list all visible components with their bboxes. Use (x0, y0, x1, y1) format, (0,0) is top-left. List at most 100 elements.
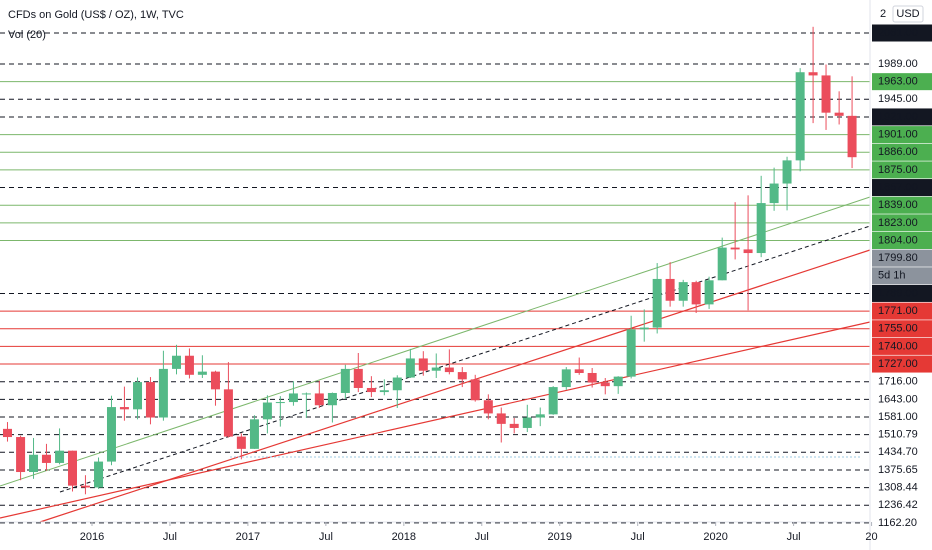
candle-body (158, 368, 168, 418)
candle-body (704, 280, 714, 305)
candle-body (717, 247, 727, 281)
candle-body (106, 407, 116, 462)
trend-lines (0, 196, 871, 523)
price-label: 1857.00 (878, 181, 918, 193)
price-badge (872, 514, 932, 532)
candle-body (587, 372, 597, 383)
price-badge (872, 143, 932, 161)
price-label: 1643.00 (878, 393, 918, 405)
candle-body (94, 461, 104, 488)
candle-body (444, 367, 454, 373)
currency[interactable]: USD (896, 8, 919, 20)
candle-body (743, 249, 753, 254)
price-badge (872, 161, 932, 179)
price-label: 1716.00 (878, 376, 918, 388)
candle-body (314, 393, 324, 406)
x-tick-label: 20 (865, 531, 877, 543)
candle-body (2, 428, 12, 438)
candle-body (119, 407, 129, 410)
price-badge (872, 126, 932, 144)
candle-body (613, 376, 623, 387)
indicator-label: Vol (20) (8, 29, 46, 41)
candle-body (483, 400, 493, 414)
price-badge (872, 232, 932, 249)
price-badge (872, 55, 932, 73)
price-badge (872, 373, 932, 391)
price-label: 1771.00 (878, 305, 918, 317)
candle-body (249, 419, 259, 449)
candle-body (639, 327, 649, 330)
price-badge (872, 179, 932, 197)
price-label: 1581.00 (878, 411, 918, 423)
x-tick-label: Jul (787, 531, 801, 543)
levels (0, 32, 870, 524)
candle-body (366, 387, 376, 393)
price-label: 1886.00 (878, 146, 918, 158)
x-tick-label: 2016 (80, 531, 104, 543)
candle-body (626, 329, 636, 377)
price-badge (872, 249, 932, 267)
price-label: 2061.00 (878, 27, 918, 39)
price-label: 1727.00 (878, 358, 918, 370)
x-tick-label: Jul (319, 531, 333, 543)
candle-body (392, 377, 402, 391)
candle-body (80, 485, 90, 488)
candle-body (691, 282, 701, 305)
candle-body (55, 450, 65, 463)
candle-body (223, 389, 233, 437)
currency-box[interactable] (892, 5, 924, 23)
price-label: 1375.65 (878, 464, 918, 476)
candle-body (509, 423, 519, 428)
price-label: 1875.00 (878, 164, 918, 176)
price-badge (872, 320, 932, 338)
candle-body (808, 72, 818, 76)
price-label: 1740.00 (878, 340, 918, 352)
candle-body (756, 203, 766, 254)
x-tick-label: 2017 (236, 531, 260, 543)
price-badge (872, 337, 932, 355)
candle-body (288, 393, 298, 403)
price-label: 1901.00 (878, 129, 918, 141)
candle-body (327, 392, 337, 406)
x-tick-label: 2020 (703, 531, 727, 543)
candle-body (379, 390, 389, 393)
price-badge (872, 302, 932, 320)
price-badge (872, 73, 932, 91)
candle-body (678, 282, 688, 301)
candle-body (782, 160, 792, 184)
x-tick-label: Jul (475, 531, 489, 543)
candle-body (133, 382, 143, 410)
price-badge (872, 461, 932, 479)
candle-body (457, 372, 467, 380)
candle-body (821, 75, 831, 113)
candle-body (496, 413, 506, 424)
price-label: 1789.00 (878, 287, 918, 299)
price-label: 1823.00 (878, 217, 918, 229)
candle-body (574, 369, 584, 373)
price-label: 1799.80 (878, 252, 918, 264)
candle-body (665, 278, 675, 301)
x-tick-label: 2019 (547, 531, 571, 543)
x-tick-label: 2018 (392, 531, 416, 543)
trend-line (39, 249, 871, 523)
price-badge (872, 426, 932, 444)
candle-body (197, 371, 207, 375)
trend-line (0, 196, 871, 487)
candle-body (769, 183, 779, 204)
price-badge (872, 355, 932, 373)
price-label: 1921.00 (878, 111, 918, 123)
price-label: 1236.42 (878, 499, 918, 511)
candle-body (834, 112, 844, 116)
price-label: 1434.70 (878, 446, 918, 458)
price-label: 1963.00 (878, 76, 918, 88)
candle-body (535, 414, 545, 418)
candle-body (301, 393, 311, 395)
scale-mark: 2 (880, 8, 886, 20)
candle-body (600, 382, 610, 387)
price-badge (872, 390, 932, 408)
candle-body (405, 358, 415, 378)
chart-title: CFDs on Gold (US$ / OZ), 1W, TVC (8, 9, 184, 21)
price-label: 1755.00 (878, 323, 918, 335)
candle-body (29, 454, 39, 473)
price-badge (872, 267, 932, 285)
